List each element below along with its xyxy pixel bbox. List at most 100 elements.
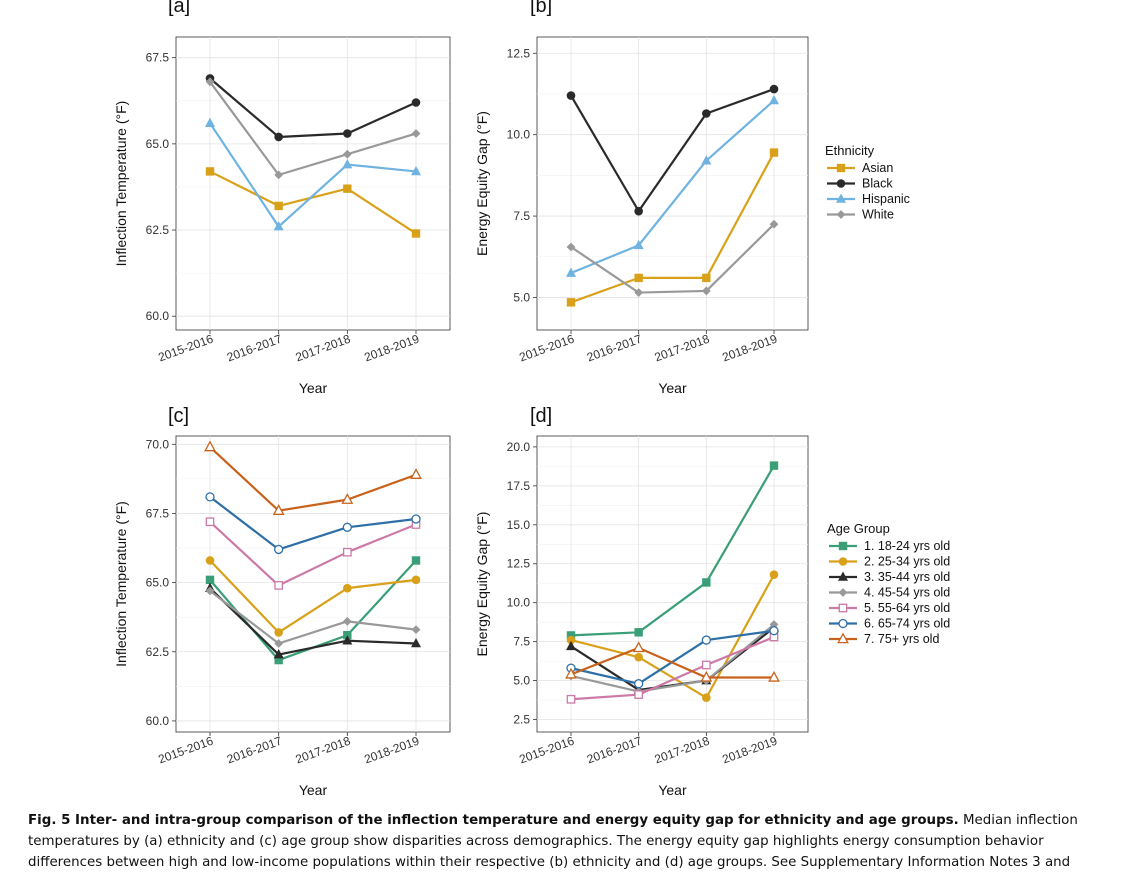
data-point	[769, 219, 779, 229]
data-point	[411, 165, 421, 176]
plot-area	[175, 36, 451, 331]
legend-swatch-marker	[837, 632, 849, 644]
x-tick-label: 2018-2019	[720, 332, 779, 365]
data-point	[205, 517, 215, 527]
x-tick-label: 2018-2019	[362, 332, 421, 365]
data-point	[701, 286, 711, 296]
series-line	[570, 465, 775, 637]
data-point	[702, 693, 711, 703]
data-point	[566, 635, 576, 645]
legend-swatch-marker	[838, 541, 848, 551]
legend-swatch-marker	[836, 210, 846, 219]
legend-swatch-marker	[838, 588, 848, 597]
data-point	[633, 239, 644, 250]
data-point	[769, 570, 779, 579]
panel-a: [a] 60.0 62.5 65.0 67.5 2015-2016 2016-2017 201…	[113, 0, 451, 396]
series-line	[209, 520, 417, 587]
legend-swatch-marker	[836, 163, 846, 173]
legend-entry: 6. 65-74 yrs old	[864, 617, 950, 631]
data-point	[702, 109, 711, 118]
series-0	[566, 461, 779, 640]
data-point	[702, 578, 711, 587]
data-point	[342, 547, 352, 557]
data-point	[274, 628, 283, 637]
series-line	[570, 623, 775, 693]
data-point	[205, 117, 215, 127]
legend-entry: Hispanic	[862, 192, 910, 206]
data-point	[566, 631, 576, 640]
x-tick-label: 2015-2016	[517, 734, 576, 767]
data-point	[205, 556, 215, 565]
y-tick-label: 70.0	[146, 437, 170, 451]
series-line	[209, 590, 417, 645]
y-tick-label: 20.0	[507, 440, 531, 454]
data-point	[701, 155, 712, 165]
legend-entry: Black	[862, 177, 893, 191]
x-tick-label: 2017-2018	[653, 332, 712, 365]
data-point	[342, 149, 352, 159]
y-tick-label: 15.0	[507, 518, 531, 532]
series-line	[570, 635, 775, 701]
data-point	[566, 242, 576, 252]
data-point	[205, 492, 215, 502]
y-tick-label: 62.5	[146, 645, 170, 659]
figure-caption: Fig. 5 Inter- and intra-group comparison…	[28, 810, 1118, 874]
legend-entry: 3. 35-44 yrs old	[864, 570, 950, 584]
data-point	[272, 504, 285, 515]
data-point	[411, 637, 421, 648]
data-point	[274, 544, 284, 555]
data-point	[342, 522, 352, 532]
x-tick-label: 2017-2018	[294, 734, 353, 767]
legend-swatch-marker	[836, 179, 846, 188]
data-point	[701, 635, 711, 645]
y-tick-label: 12.5	[507, 557, 531, 571]
series-line	[570, 223, 775, 294]
data-point	[634, 288, 644, 297]
data-point	[566, 91, 576, 100]
series-0	[566, 148, 779, 307]
data-point	[205, 586, 215, 596]
series-5	[205, 492, 421, 555]
data-point	[566, 640, 576, 651]
series-line	[209, 122, 417, 228]
plot-area	[536, 435, 809, 733]
data-point	[410, 468, 422, 479]
series-2	[566, 94, 779, 277]
series-4	[205, 517, 421, 590]
legend-age-group: Age Group 1. 18-24 yrs old 2. 25-34 yrs ol…	[827, 521, 950, 646]
x-axis-title: Year	[299, 380, 328, 396]
legend-swatch-marker	[838, 557, 848, 566]
y-tick-label: 62.5	[146, 223, 170, 237]
y-tick-label: 2.5	[513, 713, 530, 727]
x-tick-label: 2017-2018	[653, 734, 712, 767]
series-6	[565, 641, 780, 682]
x-tick-label: 2015-2016	[517, 332, 576, 365]
x-tick-label: 2016-2017	[585, 332, 644, 365]
y-tick-label: 5.0	[513, 674, 530, 688]
data-point	[702, 273, 711, 283]
x-tick-label: 2015-2016	[156, 332, 215, 365]
legend-swatch-marker	[838, 571, 848, 581]
series-line	[209, 446, 417, 512]
legend-title: Age Group	[827, 521, 890, 536]
data-point	[342, 635, 353, 645]
data-point	[274, 655, 283, 665]
legend-swatch-marker	[838, 603, 848, 613]
data-point	[274, 201, 283, 211]
plot-area	[536, 36, 809, 331]
y-tick-label: 65.0	[146, 576, 170, 590]
x-tick-label: 2016-2017	[225, 332, 284, 365]
data-point	[769, 148, 779, 157]
series-line	[209, 81, 417, 176]
panel-label-b: [b]	[530, 0, 552, 17]
panel-b: [b] 5.0 7.5 10.0 12.5 2015-2016 2016-2017 2017-…	[474, 0, 809, 396]
data-point	[411, 129, 421, 138]
y-axis-title: Energy Equity Gap (°F)	[474, 512, 490, 657]
legend-entry: 2. 25-34 yrs old	[864, 555, 950, 569]
series-line	[570, 88, 775, 213]
data-point	[769, 94, 779, 105]
data-point	[205, 77, 215, 87]
data-point	[342, 159, 353, 169]
y-axis-title: Inflection Temperature (°F)	[113, 501, 129, 667]
